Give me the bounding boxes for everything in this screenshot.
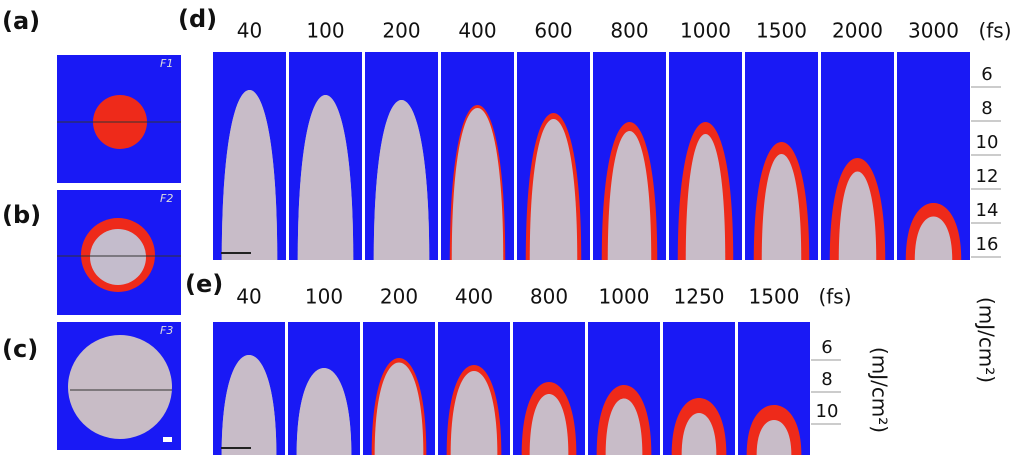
column-label: 40 xyxy=(237,19,262,43)
panel-label: (c) xyxy=(2,335,38,363)
column-label: 800 xyxy=(610,19,648,43)
column-label: 100 xyxy=(305,285,343,309)
column-label: 1000 xyxy=(680,19,731,43)
column-unit: (fs) xyxy=(818,285,851,309)
ablation-core xyxy=(529,394,569,455)
ablation-core xyxy=(529,119,578,260)
tick-label: 8 xyxy=(821,369,832,390)
ablation-core xyxy=(296,368,352,455)
spot xyxy=(68,335,172,439)
column-label: 2000 xyxy=(832,19,883,43)
panel-label: (b) xyxy=(2,201,41,229)
tick-label: 12 xyxy=(976,166,999,187)
column-label: 100 xyxy=(306,19,344,43)
strips: 40 100 200 400 600 800 1000 1500 2000 3000 (fs) 6 8 1… xyxy=(213,19,1012,455)
ablation-core xyxy=(605,398,643,455)
tick-label: 6 xyxy=(981,64,992,85)
column-label: 400 xyxy=(458,19,496,43)
ablation-core xyxy=(297,95,354,260)
tick-label: 10 xyxy=(976,132,999,153)
spot-core xyxy=(90,229,146,285)
column-label: 200 xyxy=(382,19,420,43)
ablation-core xyxy=(756,420,792,455)
ablation-core xyxy=(451,108,504,260)
ablation-core xyxy=(221,90,278,260)
column-unit: (fs) xyxy=(978,19,1011,43)
column-label: 40 xyxy=(236,285,261,309)
tick-unit: (mJ/cm²) xyxy=(868,347,892,433)
scale-bar xyxy=(221,252,251,254)
ablation-core xyxy=(374,362,424,455)
tick-label: 14 xyxy=(976,200,999,221)
panel-label: (a) xyxy=(2,7,40,35)
ablation-core xyxy=(373,100,430,260)
ablation-core xyxy=(761,154,802,260)
column-label: 1250 xyxy=(674,285,725,309)
tick-label: 6 xyxy=(821,337,832,358)
tag: F1 xyxy=(160,57,173,70)
column-label: 200 xyxy=(380,285,418,309)
ablation-core xyxy=(681,413,717,455)
ablation-core xyxy=(685,134,726,260)
column-label: 400 xyxy=(455,285,493,309)
scale-bar xyxy=(221,447,251,449)
tag: F2 xyxy=(160,192,173,205)
scale-bar xyxy=(163,437,172,442)
tag: F3 xyxy=(160,324,173,337)
ablation-core xyxy=(221,355,277,455)
tick-label: 10 xyxy=(816,401,839,422)
ablation-core xyxy=(838,171,877,260)
tick-unit: (mJ/cm²) xyxy=(975,297,999,383)
column-label: 600 xyxy=(534,19,572,43)
tick-label: 8 xyxy=(981,98,992,119)
column-label: 800 xyxy=(530,285,568,309)
ablation-core xyxy=(914,216,953,260)
column-label: 1000 xyxy=(599,285,650,309)
ablation-core xyxy=(450,371,498,455)
panel-label: (e) xyxy=(185,270,223,298)
column-label: 3000 xyxy=(908,19,959,43)
column-label: 1500 xyxy=(756,19,807,43)
panel-label: (d) xyxy=(178,5,217,33)
ablation-core xyxy=(607,131,652,260)
tick-label: 16 xyxy=(976,234,999,255)
column-label: 1500 xyxy=(749,285,800,309)
